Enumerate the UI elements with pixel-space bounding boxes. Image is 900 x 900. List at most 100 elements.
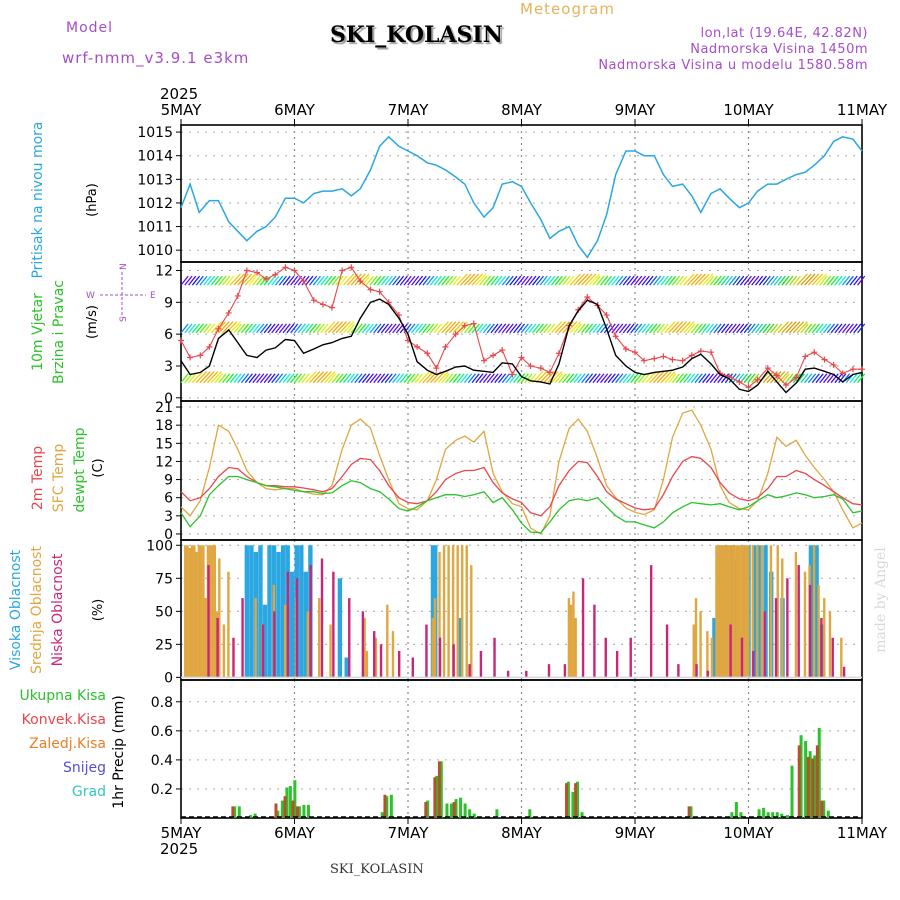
wind-barb	[698, 323, 707, 334]
cloud-bar	[763, 611, 766, 678]
wind-barb	[845, 323, 854, 334]
wind-barb	[244, 373, 253, 384]
wind-barb	[278, 323, 287, 334]
wind-barb	[411, 323, 420, 334]
y-tick-label: 1013	[137, 172, 173, 188]
wind-barb	[539, 275, 548, 286]
wind-barb	[830, 275, 839, 286]
wind-barb	[282, 275, 291, 286]
cloud-bar	[604, 637, 607, 678]
wind-barb	[838, 323, 847, 334]
wind-barb	[645, 323, 654, 334]
precip-bar	[817, 727, 821, 818]
wind-barb	[603, 373, 613, 384]
wind-barb	[244, 323, 253, 334]
y-tick-label: 6	[164, 327, 173, 343]
y-tick-label: 21	[155, 400, 173, 416]
wind-barb	[807, 373, 817, 384]
wind-barb	[505, 323, 514, 334]
precip-bar	[757, 809, 761, 818]
wind-barb	[577, 273, 589, 286]
wind-barb	[365, 323, 374, 334]
wind-barb	[558, 275, 567, 286]
wind-barb	[649, 323, 658, 334]
wind-gust-marker	[206, 343, 213, 350]
cloud-bar	[742, 545, 745, 678]
cloud-bar	[451, 545, 455, 678]
wind-barb	[641, 275, 650, 286]
wind-barb	[683, 373, 692, 384]
wind-barb	[656, 323, 665, 334]
cloud-series-2	[207, 558, 846, 678]
wind-barb	[652, 323, 662, 334]
wind-barb-band	[180, 321, 866, 334]
cloud-bar	[567, 598, 571, 678]
cloud-bar	[299, 545, 304, 678]
wind-barb	[441, 275, 450, 286]
cloud-bar	[190, 545, 194, 678]
cloud-bar	[227, 571, 230, 678]
wind-gust-marker	[291, 267, 298, 274]
wind-barb	[664, 321, 676, 334]
wind-barb	[316, 275, 325, 286]
wind-barb	[486, 323, 495, 334]
precip-bar	[804, 741, 808, 818]
wind-barb	[600, 275, 609, 286]
wind-barb	[463, 373, 473, 384]
wind-barb	[252, 373, 261, 384]
wind-barb	[857, 323, 866, 334]
cloud-bar	[756, 545, 759, 678]
wind-barb	[422, 275, 431, 286]
wind-barb	[671, 275, 681, 286]
cloud-bar	[348, 598, 351, 678]
x-tick-label-top: 7MAY	[388, 101, 430, 119]
wind-barb	[305, 371, 317, 384]
wind-barb	[407, 373, 416, 384]
wind-barb	[259, 323, 269, 334]
wind-barb	[267, 323, 276, 334]
cloud-bar	[309, 565, 312, 678]
precip-bar	[249, 815, 253, 818]
cloud-bar	[757, 545, 763, 678]
wind-gust-marker	[537, 365, 544, 372]
wind-barb	[392, 275, 401, 286]
wind-barb	[331, 321, 344, 334]
wind-barb	[702, 373, 711, 384]
wind-barb	[823, 323, 832, 334]
wind-barb	[524, 275, 533, 286]
precip-bar	[730, 812, 734, 818]
wind-barb	[240, 273, 253, 286]
wind-barb	[558, 321, 570, 334]
wind-barb	[267, 275, 276, 286]
y-tick-label: 9	[164, 473, 173, 489]
wind-barb	[180, 323, 189, 334]
wind-barb	[418, 371, 430, 384]
wind-barb	[361, 373, 371, 384]
cloud-bar	[199, 545, 203, 678]
wind-barb	[524, 373, 533, 384]
precip-bar	[426, 800, 430, 818]
wind-barb	[849, 323, 858, 334]
precip-bar	[739, 812, 743, 818]
wind-barb	[535, 275, 544, 286]
wind-barb	[346, 273, 359, 286]
cloud-bar	[204, 598, 207, 678]
cloud-bar	[267, 545, 272, 678]
wind-barb	[380, 323, 390, 334]
wind-gust-marker	[764, 365, 771, 372]
wind-barb	[377, 323, 386, 334]
wind-barb	[369, 373, 378, 384]
wind-barb	[766, 323, 775, 334]
wind-barb	[229, 273, 242, 286]
wind-barb	[501, 373, 510, 384]
wind-barb	[399, 373, 408, 384]
wind-barb	[324, 275, 333, 286]
wind-barb	[622, 373, 631, 384]
wind-barb	[467, 373, 476, 384]
wind-barb	[486, 373, 495, 384]
cloud-bar	[283, 604, 287, 678]
wind-barb	[660, 275, 669, 286]
wind-barb	[671, 373, 681, 384]
wind-barb	[365, 373, 374, 384]
wind-barb	[229, 321, 242, 334]
